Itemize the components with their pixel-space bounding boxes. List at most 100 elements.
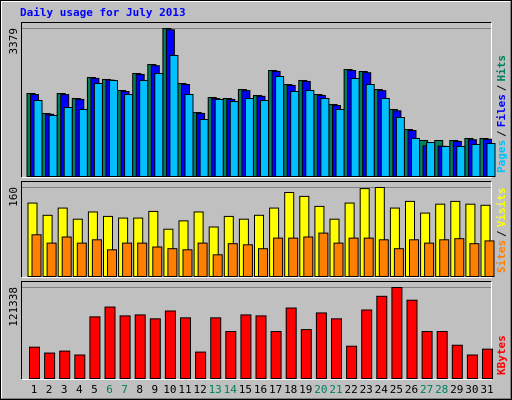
bar [182,249,193,278]
bar [152,246,163,278]
bar [46,242,57,277]
x-tick-label: 9 [151,383,158,396]
x-tick-label: 21 [329,383,342,396]
legend-separator: / [495,85,508,92]
bar [275,76,285,177]
bar [109,79,118,177]
bar [44,352,56,379]
x-tick-label: 30 [465,383,478,396]
legend-entry: Files [495,94,508,127]
bar [270,331,282,380]
bar [63,107,73,177]
x-tick-label: 27 [420,383,433,396]
x-tick-label: 25 [390,383,403,396]
bar [361,309,373,380]
panel-bevel-light [21,281,492,380]
bar [335,108,345,177]
x-tick-label: 6 [106,383,113,396]
bar [137,242,148,277]
bar [333,242,344,277]
x-tick-label: 17 [269,383,282,396]
bar [104,306,116,379]
x-tick-label: 13 [209,383,222,396]
bar [454,238,465,278]
bar [212,254,223,277]
legend-entry: Pages [495,140,508,173]
bar [154,72,164,177]
bar [439,239,450,278]
bar [78,108,88,177]
x-tick-label: 10 [163,383,176,396]
bar [227,243,238,277]
bar [346,345,358,379]
bar [169,54,179,177]
bar [471,143,481,177]
bar [331,318,342,379]
bar [303,236,314,278]
bar [484,240,495,277]
x-tick-label: 28 [435,383,448,396]
x-tick-label: 4 [76,383,83,396]
x-tick-label: 19 [299,383,312,396]
bar [93,83,103,177]
bar [290,90,300,177]
bar [365,84,375,177]
x-tick-label: 22 [344,383,357,396]
x-tick-label: 12 [193,383,206,396]
x-tick-label: 29 [450,383,463,396]
legend-entry: Sites [495,240,508,273]
bar [441,145,451,177]
bar [91,239,102,278]
bar [305,90,315,177]
bar [466,354,478,379]
bar [240,314,252,380]
x-tick-label: 7 [121,383,128,396]
bar [380,97,390,177]
bar [315,312,327,380]
x-tick-label: 5 [91,383,98,396]
bar [167,248,178,277]
bar [225,331,237,380]
x-tick-label: 18 [284,383,297,396]
bar [424,242,435,277]
bar [199,119,209,177]
bar [391,287,403,379]
bar [31,234,42,277]
bar [273,237,284,277]
bar [184,94,194,177]
bar [258,248,268,277]
legend-entry: Visits [495,188,508,228]
bar [288,237,299,277]
panel-bevel-dark [21,22,492,178]
bar [139,79,149,177]
bar [300,329,312,379]
x-tick-label: 8 [136,383,143,396]
bar [214,98,224,177]
bar [229,101,239,177]
bar [124,94,134,177]
panel-bevel-light [21,181,492,278]
bar [469,243,480,277]
x-tick-label: 16 [254,383,267,396]
bar [378,239,389,278]
bar [210,317,222,379]
y-tick-label: 3379 [7,28,20,55]
bar [29,346,40,379]
bar [393,248,404,277]
panel-bevel-light [21,22,492,178]
x-tick-label: 3 [61,383,68,396]
bar [89,316,101,380]
bar [180,317,191,379]
bar [255,315,267,379]
bar [482,348,493,380]
bar [119,315,131,379]
x-tick-label: 31 [480,383,493,396]
bar [107,249,117,278]
bar [320,97,330,177]
y-tick-label: 121338 [7,287,20,327]
bar [395,117,405,177]
bar [260,100,269,177]
panel-bevel-dark [21,181,492,278]
